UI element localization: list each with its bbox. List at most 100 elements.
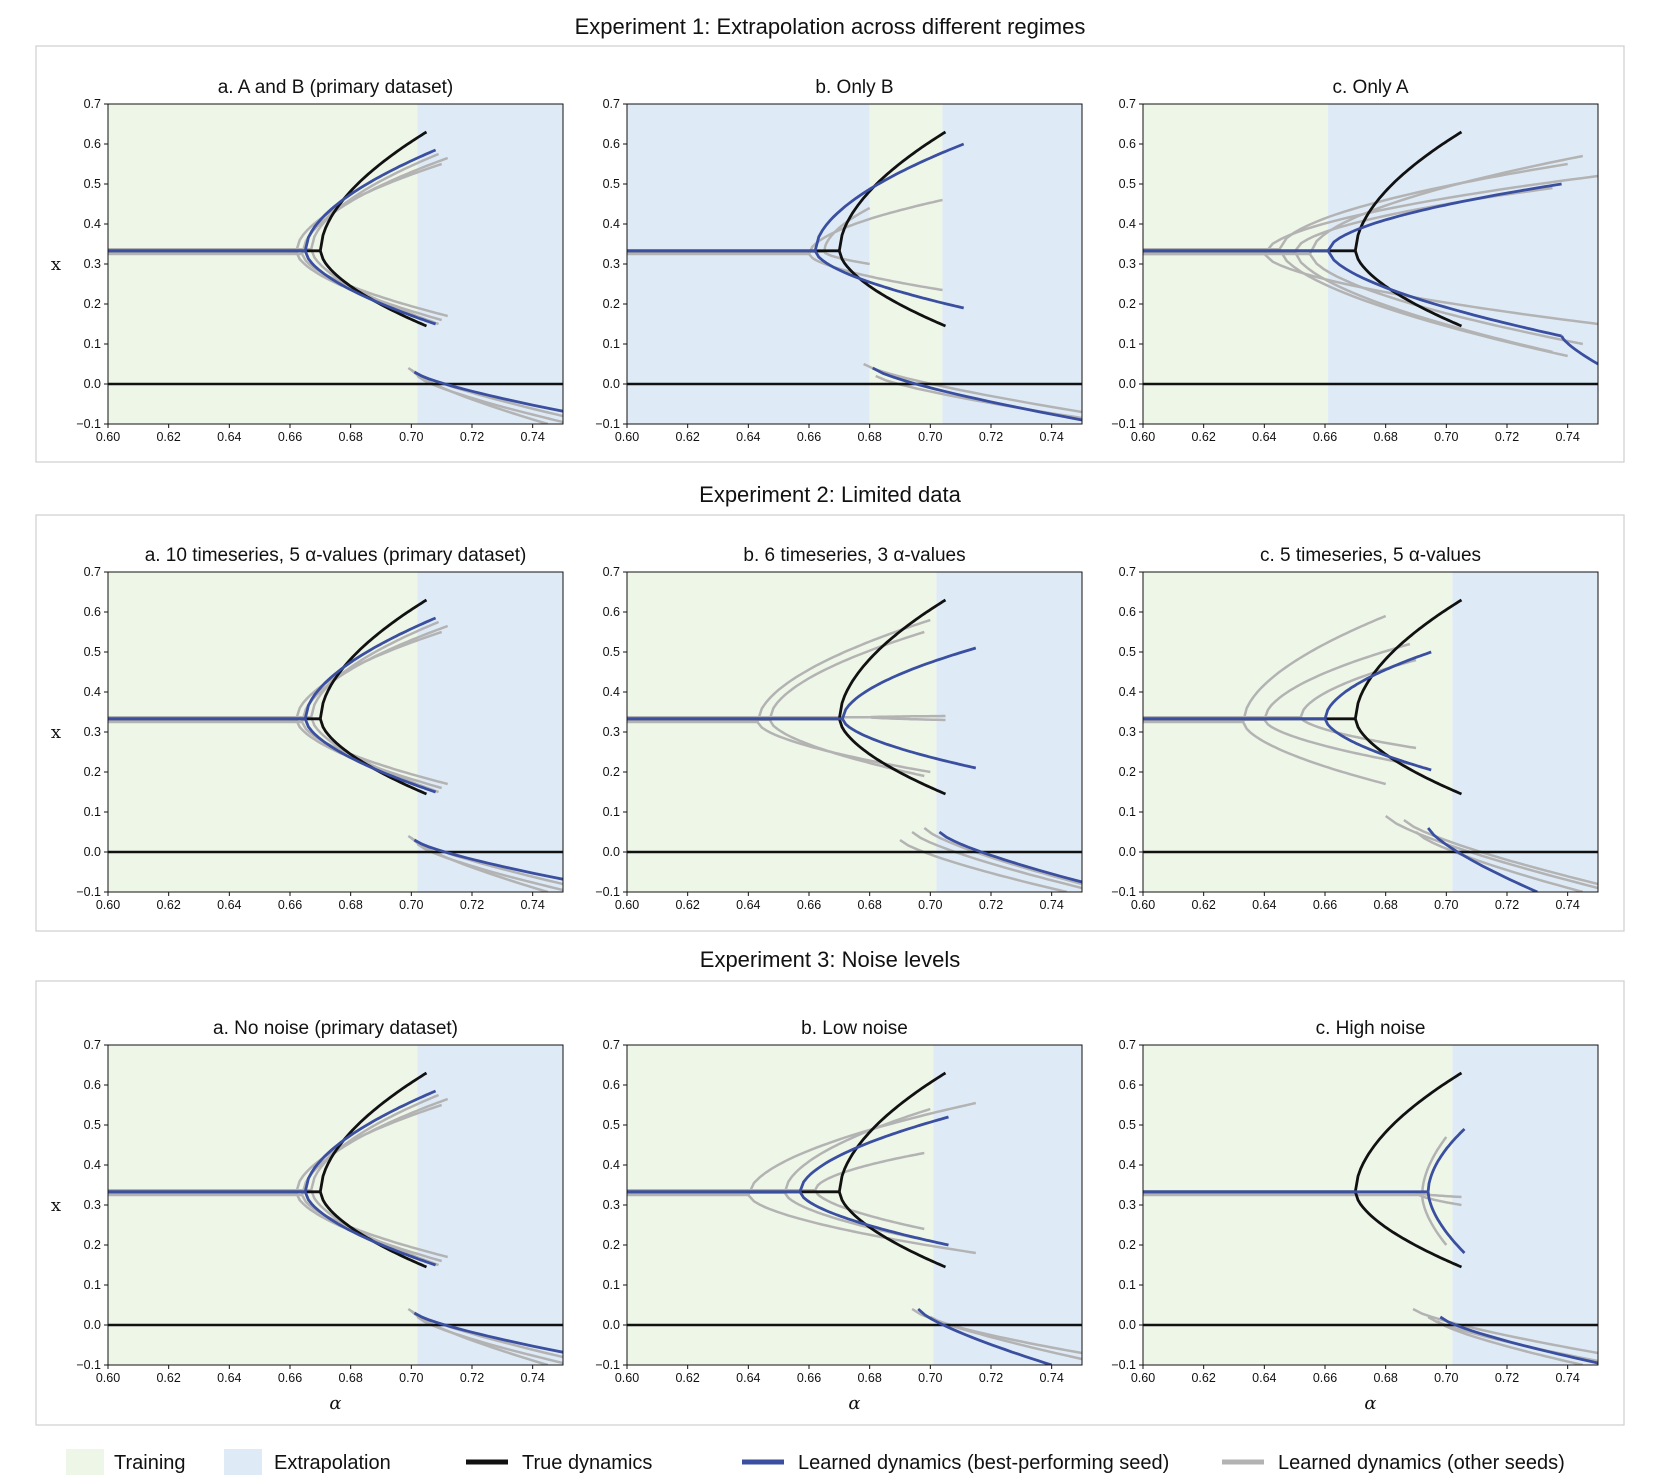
other-seed-upper-branch	[1293, 186, 1553, 253]
x-tick-label: 0.70	[1434, 1371, 1458, 1385]
x-tick-label: 0.64	[1252, 430, 1276, 444]
y-tick-label: 0.7	[1119, 97, 1136, 111]
plot-area	[1143, 130, 1598, 386]
y-tick-label: −0.1	[76, 885, 101, 899]
x-tick-label: 0.64	[736, 898, 760, 912]
x-tick-label: 0.74	[1039, 898, 1063, 912]
other-seed-lower-branch	[1263, 718, 1411, 766]
x-tick-label: 0.68	[338, 898, 362, 912]
x-tick-label: 0.68	[1373, 898, 1397, 912]
training-region	[1143, 572, 1453, 892]
best-seed-upper-branch	[798, 1115, 949, 1193]
training-region	[1143, 104, 1329, 424]
y-axis-label: x	[51, 254, 61, 275]
legend-true-label: True dynamics	[522, 1452, 652, 1474]
y-tick-label: 0.0	[84, 845, 101, 859]
true-lower-branch	[1353, 250, 1463, 328]
x-tick-label: 0.70	[918, 1371, 942, 1385]
x-tick-label: 0.72	[979, 430, 1003, 444]
plot-area	[627, 130, 1082, 422]
panel-2: 0.60 0.62 0.64 0.66 0.68 0.70 0.72 0.74 −0.1 0.0 0…	[595, 77, 1083, 444]
x-tick-label: 0.62	[156, 430, 180, 444]
extrapolation-region	[936, 572, 1082, 892]
x-tick-label: 0.74	[1555, 1371, 1579, 1385]
y-tick-label: 0.1	[1119, 337, 1136, 351]
best-seed-negative-branch	[413, 838, 563, 881]
best-seed-negative-branch	[938, 830, 1082, 884]
other-seed-upper-branch	[1420, 1136, 1448, 1196]
x-tick-label: 0.66	[797, 898, 821, 912]
y-tick-label: 0.1	[84, 1278, 101, 1292]
y-tick-label: 0.5	[1119, 177, 1136, 191]
x-tick-label: 0.66	[1313, 430, 1337, 444]
y-tick-label: 0.3	[603, 1198, 620, 1212]
x-tick-label: 0.62	[675, 1371, 699, 1385]
best-seed-negative-branch	[1427, 827, 1538, 892]
y-tick-label: 0.3	[84, 725, 101, 739]
other-seed-lower-branch	[869, 715, 946, 722]
other-seed-upper-branch	[1263, 642, 1411, 721]
panel-3: 0.60 0.62 0.64 0.66 0.68 0.70 0.72 0.74 −0.1 0.0 0…	[1111, 77, 1599, 444]
panel-title: c. Only A	[1332, 77, 1408, 98]
best-seed-negative-branch	[413, 370, 563, 413]
legend-training-swatch	[66, 1449, 104, 1475]
best-seed-negative-branch	[1439, 1315, 1598, 1365]
y-tick-label: 0.1	[84, 337, 101, 351]
x-tick-label: 0.70	[399, 898, 423, 912]
x-tick-label: 0.62	[1191, 898, 1215, 912]
true-upper-branch	[318, 598, 428, 720]
other-seed-lower-branch	[814, 1189, 925, 1231]
other-seed-upper-branch	[807, 198, 943, 255]
legend-other-label: Learned dynamics (other seeds)	[1278, 1452, 1565, 1474]
x-tick-label: 0.68	[1373, 430, 1397, 444]
other-seed-lower-branch	[1299, 716, 1417, 750]
best-seed-lower-branch	[303, 718, 437, 794]
best-seed-upper-branch	[841, 646, 977, 720]
other-seed-lower-branch	[747, 1194, 976, 1255]
true-lower-branch	[1353, 718, 1463, 796]
best-seed-upper-branch	[1323, 650, 1432, 720]
y-tick-label: 0.4	[1119, 685, 1136, 699]
extrapolation-region	[1328, 104, 1598, 424]
training-region	[1143, 1045, 1453, 1365]
y-tick-label: 0.3	[84, 1198, 101, 1212]
other-seed-lower-branch	[1308, 253, 1584, 346]
y-tick-label: 0.0	[603, 377, 620, 391]
x-tick-label: 0.74	[520, 430, 544, 444]
x-tick-label: 0.66	[797, 430, 821, 444]
plot-area	[1143, 598, 1598, 892]
other-seed-negative-branch	[863, 362, 1082, 414]
x-axis-label: α	[1364, 1393, 1376, 1414]
experiment-1-box	[35, 45, 1625, 463]
best-seed-negative-branch	[413, 1311, 563, 1354]
y-tick-label: −0.1	[1111, 1358, 1136, 1372]
x-tick-label: 0.64	[1252, 898, 1276, 912]
true-lower-branch	[837, 1191, 947, 1269]
x-tick-label: 0.72	[460, 898, 484, 912]
best-seed-upper-branch	[1326, 182, 1562, 252]
training-region	[108, 572, 418, 892]
panel-8: 0.60 0.62 0.64 0.66 0.68 0.70 0.72 0.74 −0.1 0.0 0…	[595, 1018, 1083, 1414]
y-tick-label: 0.2	[1119, 765, 1136, 779]
x-tick-label: 0.64	[217, 898, 241, 912]
y-tick-label: 0.4	[603, 1158, 620, 1172]
other-seed-lower-branch	[1241, 721, 1387, 786]
y-tick-label: 0.7	[84, 97, 101, 111]
y-tick-label: 0.6	[603, 137, 620, 151]
y-tick-label: 0.0	[603, 845, 620, 859]
y-axis-label: x	[51, 722, 61, 743]
extrapolation-region	[942, 104, 1082, 424]
x-tick-label: 0.74	[1555, 430, 1579, 444]
other-seed-upper-branch	[783, 1107, 931, 1193]
best-seed-lower-branch	[813, 250, 965, 310]
x-tick-label: 0.68	[1373, 1371, 1397, 1385]
panel-title: b. 6 timeseries, 3 α-values	[743, 545, 965, 566]
y-tick-label: 0.7	[84, 565, 101, 579]
true-upper-branch	[1353, 1071, 1463, 1193]
x-tick-label: 0.68	[338, 430, 362, 444]
x-tick-label: 0.70	[918, 898, 942, 912]
y-tick-label: 0.4	[84, 217, 101, 231]
x-tick-label: 0.68	[338, 1371, 362, 1385]
x-tick-label: 0.72	[1495, 898, 1519, 912]
x-tick-label: 0.74	[520, 898, 544, 912]
